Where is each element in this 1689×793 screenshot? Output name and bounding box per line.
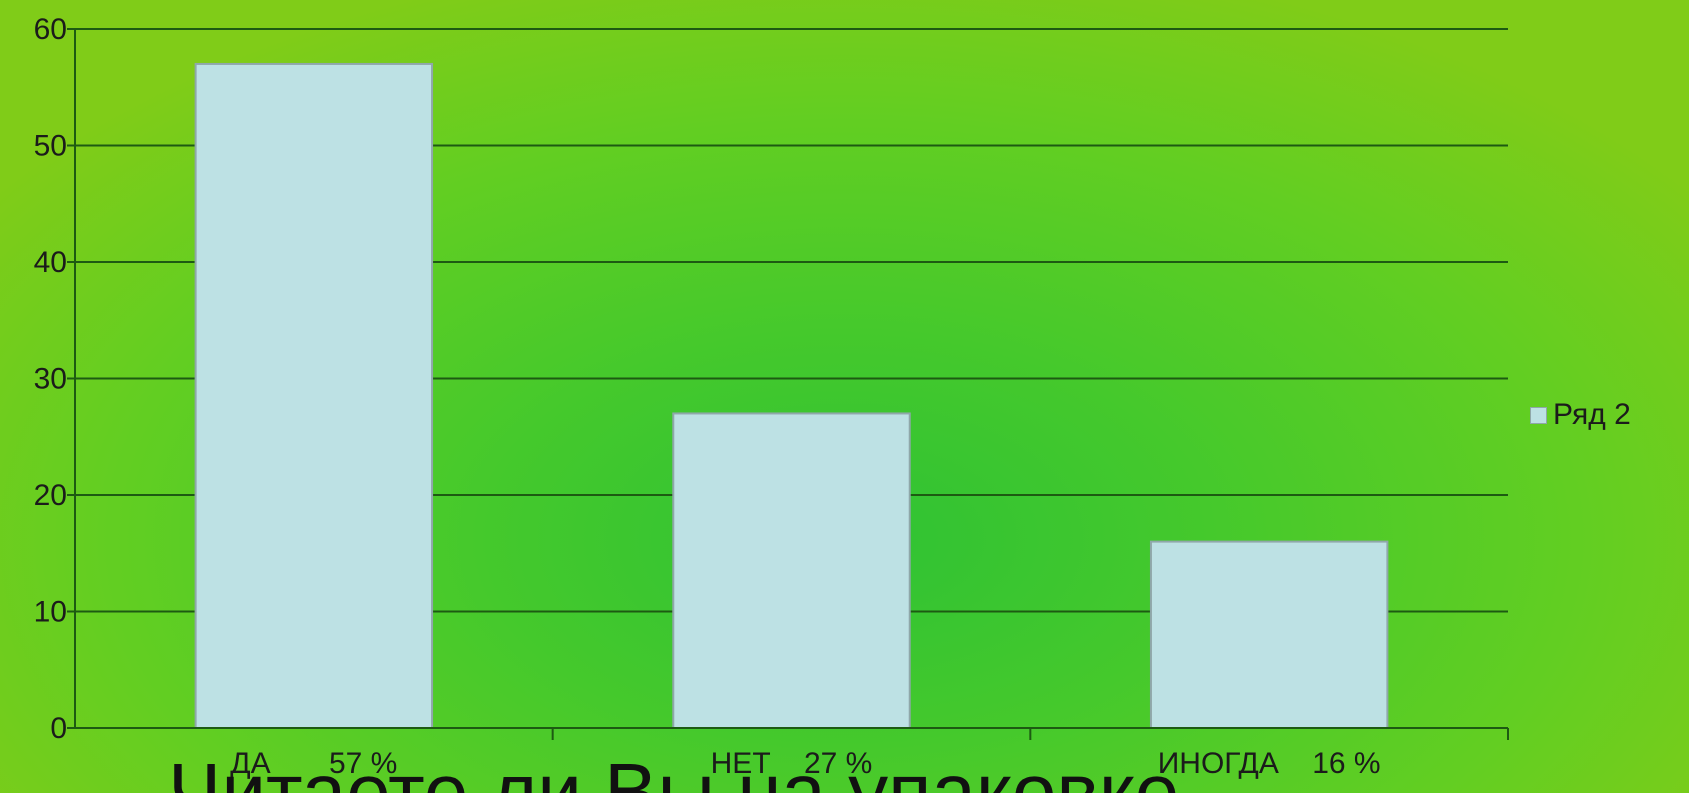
y-tick-label: 0	[50, 712, 67, 745]
x-category-labels: ДА 57 % НЕТ 27 % ИНОГДА 16 %	[230, 747, 1380, 780]
bar-3	[1149, 540, 1389, 729]
bars	[194, 62, 1389, 729]
y-tick-label: 60	[34, 13, 67, 46]
legend: Ряд 2	[1530, 398, 1631, 432]
legend-label: Ряд 2	[1553, 398, 1631, 431]
legend-swatch	[1530, 406, 1547, 424]
y-tick-labels: 0 10 20 30 40 50 60	[34, 13, 67, 745]
y-tick-label: 10	[34, 596, 67, 629]
axes	[67, 28, 1509, 740]
y-tick-label: 50	[34, 130, 67, 163]
x-category-label: ИНОГДА 16 %	[1158, 747, 1381, 780]
slide-title: Читаете ли Вы на упаковке	[168, 747, 1180, 793]
x-category-label: НЕТ 27 %	[711, 747, 873, 780]
x-category-label: ДА 57 %	[230, 747, 397, 780]
y-tick-label: 40	[34, 246, 67, 279]
bar-2	[672, 412, 911, 729]
bar-1	[194, 62, 434, 729]
y-tick-label: 30	[34, 363, 67, 396]
y-tick-label: 20	[34, 479, 67, 512]
